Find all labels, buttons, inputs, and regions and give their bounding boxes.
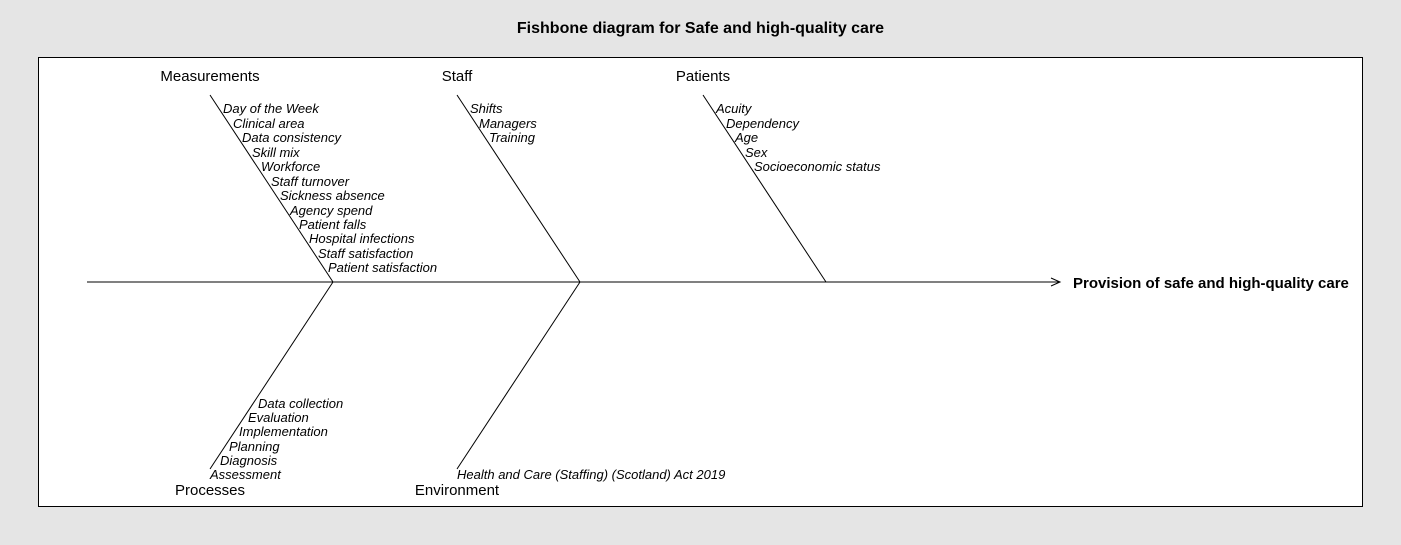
cause-label: Training: [489, 130, 536, 145]
cause-label: Day of the Week: [223, 101, 320, 116]
cause-label: Health and Care (Staffing) (Scotland) Ac…: [457, 467, 725, 482]
cause-label: Implementation: [239, 424, 328, 439]
cause-label: Evaluation: [248, 410, 309, 425]
bone-measurements: [209, 94, 334, 283]
cause-label: Shifts: [470, 101, 503, 116]
category-label-measurements: Measurements: [160, 68, 259, 85]
bone-processes: [209, 281, 334, 470]
cause-label: Patient satisfaction: [328, 260, 437, 275]
cause-label: Socioeconomic status: [754, 159, 881, 174]
cause-label: Planning: [229, 439, 280, 454]
bone-patients: [702, 94, 827, 283]
cause-label: Managers: [479, 116, 537, 131]
category-label-environment: Environment: [415, 482, 500, 499]
cause-label: Acuity: [715, 101, 753, 116]
cause-label: Age: [734, 130, 758, 145]
page-title: Fishbone diagram for Safe and high-quali…: [516, 20, 885, 37]
bone-environment: [456, 281, 581, 470]
cause-label: Hospital infections: [309, 231, 415, 246]
cause-label: Patient falls: [299, 217, 367, 232]
cause-label: Assessment: [209, 467, 282, 482]
cause-label: Diagnosis: [220, 453, 278, 468]
cause-label: Dependency: [726, 116, 800, 131]
category-label-patients: Patients: [676, 68, 730, 85]
cause-label: Clinical area: [233, 116, 305, 131]
cause-label: Skill mix: [252, 145, 300, 160]
cause-label: Data collection: [258, 396, 343, 411]
category-label-processes: Processes: [175, 482, 245, 499]
bone-staff: [456, 94, 581, 283]
cause-label: Sex: [745, 145, 768, 160]
category-label-staff: Staff: [442, 68, 473, 85]
cause-label: Staff satisfaction: [318, 246, 413, 261]
effect-label: Provision of safe and high-quality care: [1073, 275, 1349, 292]
cause-label: Data consistency: [242, 130, 342, 145]
cause-label: Agency spend: [289, 203, 373, 218]
cause-label: Sickness absence: [280, 188, 385, 203]
cause-label: Staff turnover: [271, 174, 350, 189]
cause-label: Workforce: [261, 159, 320, 174]
spine-arrowhead: [1050, 277, 1062, 287]
